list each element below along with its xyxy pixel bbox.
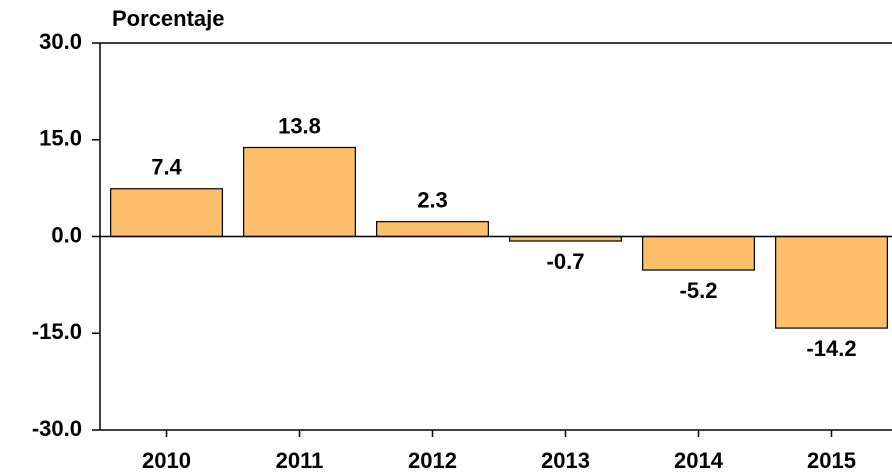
y-tick-label: 0.0 bbox=[51, 222, 82, 247]
y-tick-label: 15.0 bbox=[39, 126, 82, 151]
y-axis-label: Porcentaje bbox=[112, 6, 225, 31]
data-label: 2.3 bbox=[417, 187, 448, 212]
bar bbox=[775, 235, 888, 329]
x-tick-label: 2013 bbox=[541, 448, 590, 473]
x-tick-label: 2012 bbox=[408, 448, 457, 473]
x-tick-label: 2011 bbox=[276, 448, 324, 473]
data-label: 13.8 bbox=[278, 113, 321, 138]
y-tick-label: -15.0 bbox=[32, 319, 82, 344]
y-tick-label: -30.0 bbox=[32, 416, 82, 441]
x-tick-label: 2010 bbox=[142, 448, 191, 473]
bar bbox=[376, 221, 489, 238]
bar bbox=[110, 188, 223, 238]
x-tick-label: 2014 bbox=[674, 448, 724, 473]
bar bbox=[243, 146, 356, 238]
data-label: -14.2 bbox=[806, 336, 856, 361]
data-label: -5.2 bbox=[680, 278, 718, 303]
data-label: -0.7 bbox=[547, 249, 585, 274]
y-tick-label: 30.0 bbox=[39, 29, 82, 54]
bar bbox=[642, 235, 755, 271]
x-tick-label: 2015 bbox=[807, 448, 856, 473]
data-label: 7.4 bbox=[151, 155, 182, 180]
